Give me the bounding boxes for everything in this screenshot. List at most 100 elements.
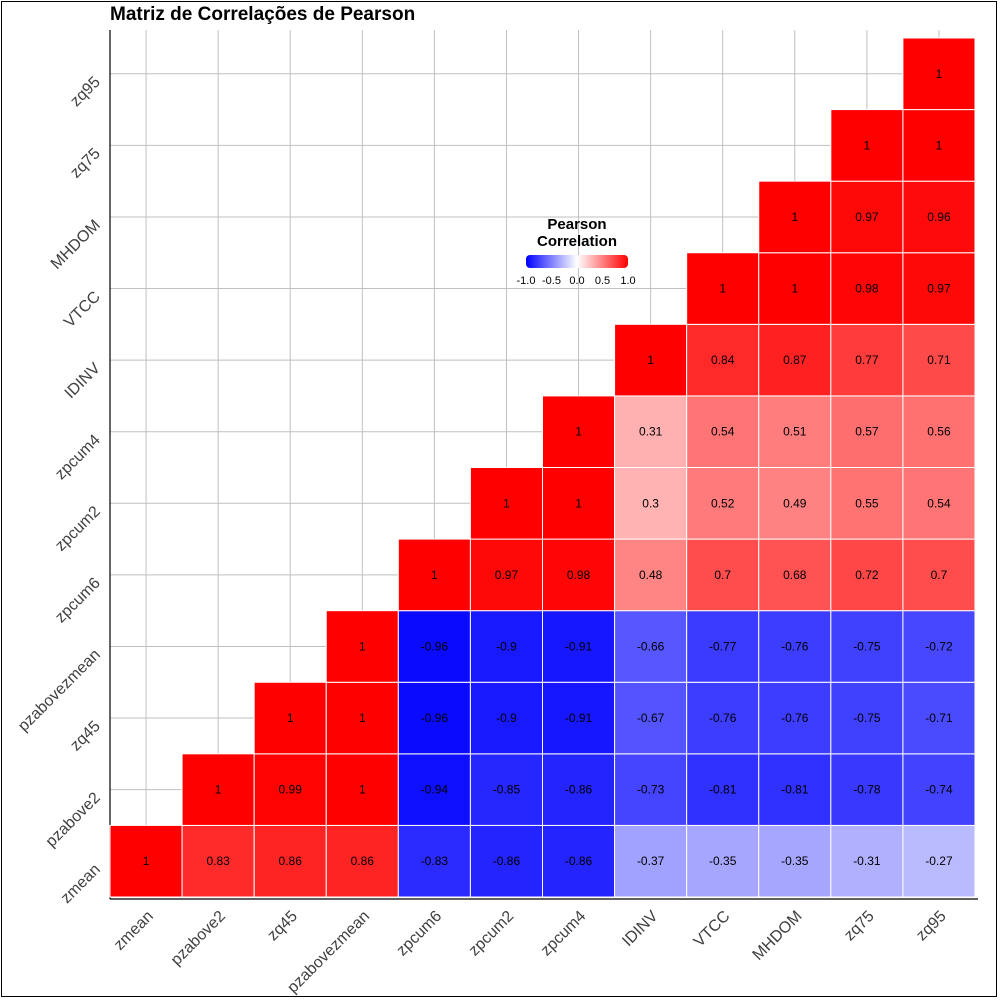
cell-value-label: 1	[431, 568, 438, 582]
cell-value-label: -0.76	[709, 711, 737, 725]
cell-value-label: 0.84	[711, 353, 735, 367]
cell-value-label: -0.96	[421, 639, 449, 653]
legend-tick-label: 0.0	[569, 275, 585, 287]
cell-value-label: -0.91	[565, 711, 593, 725]
cell-value-label: -0.77	[709, 639, 737, 653]
x-tick-label: MHDOM	[750, 908, 806, 964]
heatmap-cell	[902, 610, 976, 683]
cell-value-label: -0.75	[853, 711, 881, 725]
heatmap-cell	[614, 395, 688, 468]
cell-value-label: -0.96	[421, 711, 449, 725]
cell-value-label: 1	[287, 711, 294, 725]
cell-value-label: -0.86	[565, 783, 593, 797]
cell-value-label: 1	[864, 138, 871, 152]
cell-value-label: -0.78	[853, 783, 881, 797]
heatmap-cell	[686, 538, 760, 612]
heatmap-cell	[325, 681, 399, 755]
cell-value-label: 0.52	[711, 496, 735, 510]
cell-value-label: -0.35	[781, 854, 809, 868]
heatmap-cell	[542, 824, 616, 898]
cell-value-label: 0.3	[642, 496, 659, 510]
heatmap-cell	[758, 323, 832, 397]
cell-value-label: -0.27	[925, 854, 953, 868]
heatmap-cell	[902, 538, 976, 612]
y-tick-label: zpcum4	[52, 431, 104, 483]
cell-value-label: 0.98	[855, 282, 879, 296]
x-tick-label: zq95	[913, 908, 950, 945]
legend-title-line2: Correlation	[536, 233, 617, 250]
cell-value-label: 0.97	[927, 282, 951, 296]
heatmap-cell	[542, 538, 616, 612]
x-tick-label: VTCC	[691, 908, 734, 951]
cell-value-label: -0.73	[637, 783, 665, 797]
heatmap-cell	[830, 252, 904, 325]
cell-value-label: 0.86	[279, 854, 303, 868]
cell-value-label: -0.31	[853, 854, 881, 868]
heatmap-cell	[469, 681, 543, 755]
cell-value-label: -0.67	[637, 711, 665, 725]
cell-value-label: -0.75	[853, 639, 881, 653]
cell-value-label: -0.76	[781, 711, 809, 725]
cell-value-label: 1	[936, 67, 943, 81]
heatmap-cell	[253, 753, 327, 826]
heatmap-cell	[902, 323, 976, 397]
heatmap-cell	[686, 395, 760, 468]
heatmap-cell	[758, 467, 832, 540]
cell-value-label: -0.66	[637, 639, 665, 653]
chart-title: Matriz de Correlações de Pearson	[110, 4, 416, 25]
cell-value-label: 0.71	[927, 353, 951, 367]
cell-value-label: 0.51	[783, 425, 807, 439]
cell-value-label: 1	[359, 783, 366, 797]
legend-tick-label: 1.0	[620, 275, 636, 287]
legend-tick-label: -1.0	[516, 275, 536, 287]
y-tick-label: VTCC	[61, 288, 104, 331]
heatmap-cell	[469, 538, 543, 612]
heatmap-cell	[830, 467, 904, 540]
cell-value-label: 0.54	[927, 496, 951, 510]
y-tick-label: MHDOM	[48, 217, 104, 273]
cell-value-label: 0.57	[855, 425, 879, 439]
heatmap-cell	[758, 252, 832, 325]
heatmap-cell	[469, 467, 543, 540]
x-tick-label: pzabove2	[168, 908, 229, 969]
heatmap-cell	[758, 824, 832, 898]
cell-value-label: -0.81	[709, 783, 737, 797]
cell-value-label: 0.72	[855, 568, 879, 582]
cell-value-label: 1	[719, 282, 726, 296]
y-tick-label: zq45	[67, 718, 104, 755]
heatmap-cell	[830, 109, 904, 182]
x-tick-label: zpcum4	[538, 908, 590, 960]
heatmap-cell	[902, 681, 976, 755]
heatmap-cell	[614, 610, 688, 683]
heatmap-cell	[397, 824, 471, 898]
heatmap-cell	[542, 753, 616, 826]
heatmap-cell	[181, 824, 255, 898]
heatmap-cell	[686, 753, 760, 826]
cell-value-label: -0.76	[781, 639, 809, 653]
y-tick-label: zq95	[67, 74, 104, 111]
cell-value-label: -0.86	[565, 854, 593, 868]
heatmap-cell	[614, 824, 688, 898]
x-tick-label: zq75	[841, 908, 878, 945]
cell-value-label: 1	[647, 353, 654, 367]
heatmap-cell	[902, 109, 976, 182]
heatmap-cell	[542, 610, 616, 683]
cell-value-label: 0.86	[351, 854, 375, 868]
y-tick-label: IDINV	[62, 360, 104, 402]
heatmap-cell	[686, 824, 760, 898]
cell-value-label: 1	[215, 783, 222, 797]
heatmap-cell	[758, 180, 832, 254]
heatmap-cell	[253, 824, 327, 898]
heatmap-cell	[614, 753, 688, 826]
cell-value-label: 1	[791, 210, 798, 224]
x-tick-label: zpcum6	[394, 908, 446, 960]
y-tick-label: pzabove2	[43, 789, 104, 850]
y-tick-label: zpcum6	[52, 575, 104, 627]
cell-value-label: -0.86	[493, 854, 521, 868]
heatmap-cell	[109, 824, 183, 898]
legend-title: Pearson Correlation	[516, 216, 638, 250]
cell-value-label: 1	[359, 639, 366, 653]
heatmap-cell	[902, 467, 976, 540]
